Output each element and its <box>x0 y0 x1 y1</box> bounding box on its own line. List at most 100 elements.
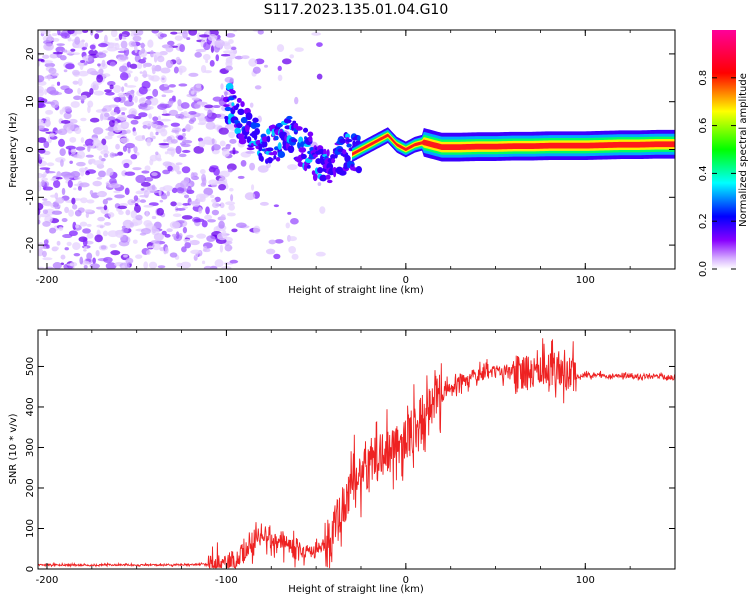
spectrogram-cell <box>275 157 281 162</box>
spectrogram-cell <box>198 207 203 214</box>
spectrogram-cell <box>203 265 213 269</box>
spectrogram-cell <box>175 162 183 166</box>
spectrogram-cell <box>51 32 58 37</box>
spectrogram-cell <box>97 216 105 222</box>
spectrogram-cell <box>44 88 48 95</box>
spectrogram-cell <box>192 85 202 93</box>
spectrogram-cell <box>236 122 243 129</box>
spectrogram-cell <box>43 140 50 149</box>
spectrogram-cell <box>235 103 240 108</box>
spectrogram-cell <box>92 257 96 264</box>
spectrogram-cell <box>184 242 191 249</box>
y-tick-label: 20 <box>25 48 36 61</box>
spectrogram-cell <box>244 192 256 201</box>
spectrogram-cell <box>117 47 129 51</box>
spectrogram-cell <box>158 190 162 197</box>
spectrogram-cell <box>160 118 172 122</box>
spectrogram-cell <box>279 131 287 136</box>
spectrogram-cell <box>135 254 143 259</box>
spectrogram-cell <box>249 162 256 171</box>
spectrogram-cell <box>71 69 80 76</box>
spectrogram-cell <box>119 72 129 81</box>
spectrogram-cell <box>96 74 104 83</box>
spectrogram-cell <box>38 58 44 62</box>
spectrogram-cell <box>132 131 138 136</box>
spectrogram-cell <box>130 154 138 160</box>
spectrogram-cell <box>98 68 104 75</box>
spectrogram-cell <box>266 147 274 152</box>
spectrogram-cell <box>109 84 114 90</box>
spectrogram-cell <box>212 104 221 109</box>
spectrogram-cell <box>191 97 200 101</box>
colorbar-tick-label: 0.8 <box>698 70 709 86</box>
spectrogram-cell <box>225 65 233 71</box>
spectrogram-cell <box>84 209 93 213</box>
spectrogram-cell <box>166 228 173 233</box>
spectrogram-cell <box>72 80 79 85</box>
spectrogram-cell <box>126 223 131 229</box>
spectrogram-cell <box>290 138 298 143</box>
spectrogram-cell <box>206 235 216 242</box>
spectrogram-cell <box>178 83 188 87</box>
spectrogram-y-ticks: -20 -10 0 10 20 <box>25 48 675 253</box>
spectrogram-cell <box>124 70 133 74</box>
spectrogram-cell <box>95 52 107 59</box>
spectrogram-cell <box>307 131 314 137</box>
spectrogram-cell <box>140 227 152 235</box>
spectrogram-cell <box>107 80 116 86</box>
snr-panel: -200 -100 0 100 0 100 200 300 400 500 Height of … <box>8 329 676 595</box>
spectrogram-cell <box>77 185 82 191</box>
spectrogram-cell <box>216 232 228 241</box>
spectrogram-cell <box>178 153 187 158</box>
spectrogram-cell <box>38 181 42 188</box>
spectrogram-cell <box>182 128 186 133</box>
spectrogram-cell <box>41 179 45 187</box>
spectrogram-cell <box>109 61 116 67</box>
spectrogram-cell <box>162 161 173 167</box>
spectrogram-cell <box>219 244 224 253</box>
spectrogram-cell <box>141 44 146 47</box>
spectrogram-cell <box>109 152 115 158</box>
spectrogram-cell <box>136 62 143 70</box>
spectrogram-cell <box>207 219 216 223</box>
spectrogram-cell <box>64 106 72 112</box>
y-tick-label: 400 <box>25 397 36 416</box>
colorbar-tick-label: 0.6 <box>698 118 709 134</box>
colorbar-ticks: 0.0 0.2 0.4 0.6 0.8 <box>698 70 736 277</box>
spectrogram-cell <box>141 134 145 140</box>
y-tick-label: -10 <box>25 189 36 205</box>
spectrogram-cell <box>160 67 171 74</box>
spectrogram-cell <box>85 154 94 158</box>
spectrogram-cell <box>39 167 51 170</box>
spectrogram-cell <box>219 140 226 147</box>
spectrogram-cell <box>277 74 283 82</box>
spectrogram-cell <box>223 42 231 50</box>
snr-series-line <box>38 338 675 569</box>
spectrogram-cell <box>295 126 303 131</box>
spectrogram-cell <box>152 116 159 122</box>
spectrogram-cell <box>303 127 309 133</box>
spectrogram-cell <box>80 197 88 204</box>
spectrogram-cell <box>50 177 58 181</box>
spectrogram-cell <box>38 202 44 211</box>
spectrogram-cell <box>96 176 103 180</box>
spectrogram-cell <box>44 119 51 128</box>
spectrogram-cell <box>281 136 285 141</box>
spectrogram-cell <box>55 197 65 204</box>
spectrogram-cell <box>79 95 86 101</box>
spectrogram-cell <box>80 117 87 122</box>
spectrogram-cell <box>148 261 158 269</box>
spectrogram-cell <box>152 88 159 97</box>
spectrogram-cell <box>182 203 190 206</box>
spectrogram-cell <box>252 117 259 123</box>
spectrogram-cell <box>80 137 85 143</box>
spectrogram-cell <box>224 91 228 96</box>
spectrogram-cell <box>76 161 86 167</box>
spectrogram-cell <box>215 54 220 62</box>
spectrogram-cell <box>70 170 81 178</box>
spectrogram-cell <box>257 165 269 173</box>
spectrogram-cell <box>88 49 98 56</box>
spectrogram-cell <box>181 246 187 253</box>
spectrogram-cell <box>180 143 191 148</box>
spectrogram-cell <box>188 111 197 115</box>
